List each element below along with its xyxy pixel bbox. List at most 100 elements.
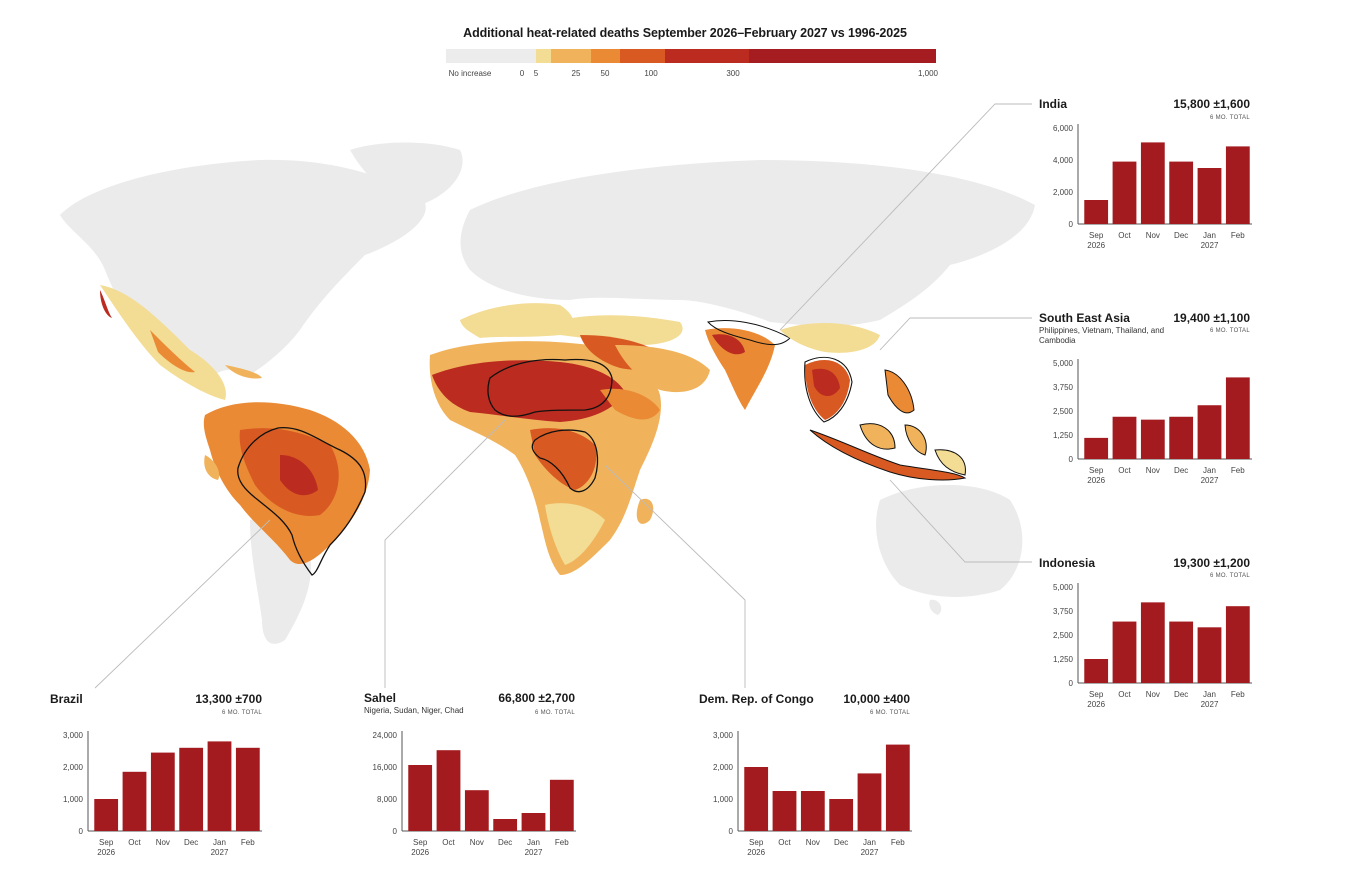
bar-oct bbox=[122, 771, 147, 831]
panel-total-indonesia: 19,300 ±1,200 bbox=[1173, 556, 1250, 570]
panel-unit-drc: 6 MO. TOTAL bbox=[870, 710, 910, 716]
x-year-label: 2027 bbox=[1201, 476, 1219, 485]
legend-tick: 100 bbox=[644, 69, 658, 78]
x-tick-label: Jan bbox=[1203, 466, 1216, 475]
y-tick-label: 3,750 bbox=[1053, 607, 1074, 616]
bar-feb bbox=[235, 747, 260, 831]
panel-unit-brazil: 6 MO. TOTAL bbox=[222, 710, 262, 716]
legend-tick: 1,000 bbox=[917, 69, 939, 78]
bar-dec bbox=[1169, 416, 1194, 459]
x-tick-label: Jan bbox=[1203, 690, 1216, 699]
legend-swatch-5-25 bbox=[551, 49, 591, 63]
y-tick-label: 3,000 bbox=[63, 731, 84, 740]
y-tick-label: 8,000 bbox=[377, 795, 398, 804]
y-tick-label: 3,000 bbox=[713, 731, 734, 740]
x-tick-label: Sep bbox=[1089, 231, 1104, 240]
bar-feb bbox=[885, 744, 910, 831]
y-tick-label: 2,500 bbox=[1053, 407, 1074, 416]
x-tick-label: Dec bbox=[498, 838, 512, 847]
legend-swatch-25-50 bbox=[591, 49, 620, 63]
panel-subtitle-sahel: Nigeria, Sudan, Niger, Chad bbox=[364, 706, 464, 715]
x-year-label: 2026 bbox=[747, 848, 765, 857]
y-tick-label: 24,000 bbox=[373, 731, 398, 740]
x-tick-label: Jan bbox=[863, 838, 876, 847]
legend-tick: 300 bbox=[726, 69, 740, 78]
x-tick-label: Jan bbox=[1203, 231, 1216, 240]
x-tick-label: Feb bbox=[1231, 231, 1245, 240]
x-tick-label: Nov bbox=[470, 838, 484, 847]
panel-title-indonesia: Indonesia bbox=[1039, 556, 1096, 570]
x-tick-label: Nov bbox=[1146, 231, 1160, 240]
legend-tick: 50 bbox=[600, 69, 610, 78]
panel-total-south-east-asia: 19,400 ±1,100 bbox=[1173, 311, 1250, 325]
x-tick-label: Nov bbox=[1146, 690, 1160, 699]
bar-jan bbox=[1197, 627, 1222, 683]
panel-unit-indonesia: 6 MO. TOTAL bbox=[1210, 573, 1250, 579]
bar-feb bbox=[1225, 606, 1250, 683]
y-tick-label: 16,000 bbox=[373, 763, 398, 772]
x-tick-label: Sep bbox=[413, 838, 428, 847]
x-year-label: 2027 bbox=[861, 848, 879, 857]
panel-title-sahel: Sahel bbox=[364, 691, 397, 705]
panel-unit-india: 6 MO. TOTAL bbox=[1210, 115, 1250, 121]
bar-jan bbox=[1197, 405, 1222, 459]
bar-oct bbox=[436, 750, 461, 831]
bar-dec bbox=[179, 747, 204, 831]
y-tick-label: 2,000 bbox=[1053, 188, 1074, 197]
x-tick-label: Oct bbox=[128, 838, 141, 847]
x-year-label: 2026 bbox=[1087, 476, 1105, 485]
y-tick-label: 1,250 bbox=[1053, 655, 1074, 664]
y-tick-label: 1,250 bbox=[1053, 431, 1074, 440]
bar-nov bbox=[150, 752, 175, 831]
legend-label-no-increase: No increase bbox=[448, 69, 492, 78]
y-tick-label: 0 bbox=[393, 827, 398, 836]
y-tick-label: 2,000 bbox=[713, 763, 734, 772]
x-tick-label: Oct bbox=[442, 838, 455, 847]
bar-dec bbox=[493, 819, 518, 831]
panel-total-drc: 10,000 ±400 bbox=[843, 692, 910, 706]
bar-jan bbox=[857, 773, 882, 831]
panel-total-sahel: 66,800 ±2,700 bbox=[498, 691, 575, 705]
legend-swatch-0-5 bbox=[536, 49, 551, 63]
x-tick-label: Dec bbox=[834, 838, 848, 847]
bar-sep bbox=[1084, 659, 1109, 683]
x-year-label: 2026 bbox=[411, 848, 429, 857]
bar-feb bbox=[1225, 377, 1250, 459]
bar-nov bbox=[800, 791, 825, 831]
land-heat-deaths bbox=[100, 285, 967, 576]
x-tick-label: Oct bbox=[1118, 466, 1131, 475]
x-year-label: 2026 bbox=[1087, 700, 1105, 709]
x-tick-label: Jan bbox=[213, 838, 226, 847]
bar-nov bbox=[464, 790, 489, 831]
y-tick-label: 2,000 bbox=[63, 763, 84, 772]
x-tick-label: Feb bbox=[555, 838, 569, 847]
y-tick-label: 2,500 bbox=[1053, 631, 1074, 640]
x-year-label: 2027 bbox=[211, 848, 229, 857]
x-year-label: 2027 bbox=[525, 848, 543, 857]
panel-title-brazil: Brazil bbox=[50, 692, 83, 706]
x-tick-label: Sep bbox=[1089, 466, 1104, 475]
bar-oct bbox=[1112, 621, 1137, 683]
x-tick-label: Nov bbox=[806, 838, 820, 847]
bar-dec bbox=[1169, 161, 1194, 224]
bar-sep bbox=[1084, 437, 1109, 459]
x-tick-label: Jan bbox=[527, 838, 540, 847]
bar-jan bbox=[521, 813, 546, 831]
bar-jan bbox=[1197, 168, 1222, 224]
legend-tick: 0 bbox=[519, 69, 525, 78]
bar-jan bbox=[207, 741, 232, 831]
bar-dec bbox=[829, 799, 854, 831]
x-tick-label: Nov bbox=[1146, 466, 1160, 475]
x-year-label: 2026 bbox=[97, 848, 115, 857]
x-tick-label: Oct bbox=[1118, 690, 1131, 699]
leader-lines bbox=[94, 103, 1032, 689]
panel-total-brazil: 13,300 ±700 bbox=[195, 692, 262, 706]
legend-tick: 5 bbox=[533, 69, 539, 78]
x-tick-label: Dec bbox=[1174, 466, 1188, 475]
bar-sep bbox=[408, 765, 433, 831]
x-year-label: 2027 bbox=[1201, 700, 1219, 709]
legend-swatch-50-100 bbox=[620, 49, 665, 63]
